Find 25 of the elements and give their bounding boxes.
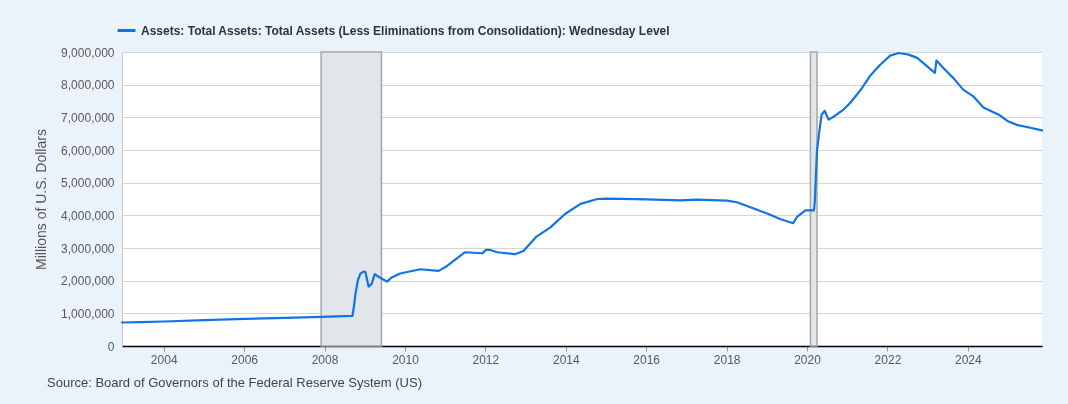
y-tick-label: 0 [107,339,115,354]
x-tick-label: 2020 [794,352,822,367]
y-tick-label: 1,000,000 [61,306,115,321]
x-tick-label: 2014 [552,352,580,367]
x-tick-label: 2012 [472,352,500,367]
y-tick-label: 9,000,000 [61,45,115,60]
x-tick-label: 2016 [633,352,661,367]
y-tick-label: 7,000,000 [61,110,115,125]
legend-label: Assets: Total Assets: Total Assets (Less Eliminations from Consolidation): Wednesday Level [141,23,670,38]
y-tick-label: 5,000,000 [61,176,115,191]
y-tick-label: 3,000,000 [61,241,115,256]
x-tick-label: 2022 [874,352,902,367]
x-tick-label: 2006 [231,352,259,367]
y-axis-title: Millions of U.S. Dollars [33,129,50,270]
y-tick-label: 8,000,000 [61,78,115,93]
x-tick-label: 2004 [150,352,178,367]
x-tick-label: 2008 [311,352,339,367]
line-series [120,51,1044,324]
y-tick-label: 4,000,000 [61,208,115,223]
y-tick-label: 2,000,000 [61,274,115,289]
x-tick-label: 2024 [954,352,982,367]
source-note: Source: Board of Governors of the Federal Reserve System (US) [47,375,422,390]
x-tick-label: 2010 [392,352,420,367]
x-tick-label: 2018 [713,352,741,367]
y-tick-label: 6,000,000 [61,143,115,158]
